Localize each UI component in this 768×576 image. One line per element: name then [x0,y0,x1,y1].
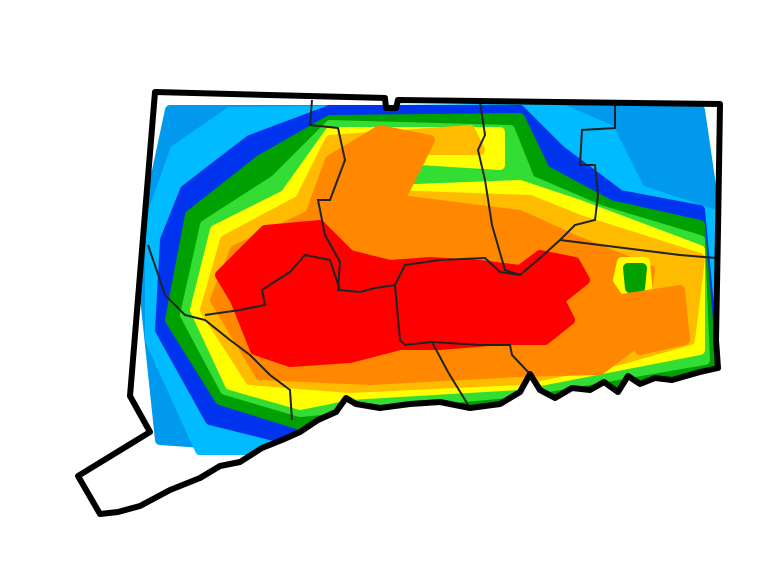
county-line [308,99,471,409]
intensity-band-level-4 [623,263,647,293]
county-line [431,341,531,375]
intensity-layers [135,103,720,455]
county-line [204,253,341,316]
county-boundaries [147,99,717,421]
county-line [394,256,521,286]
county-line [559,239,717,259]
intensity-band-level-8 [610,285,690,355]
county-line [147,244,293,421]
intensity-band-level-9 [215,220,590,367]
